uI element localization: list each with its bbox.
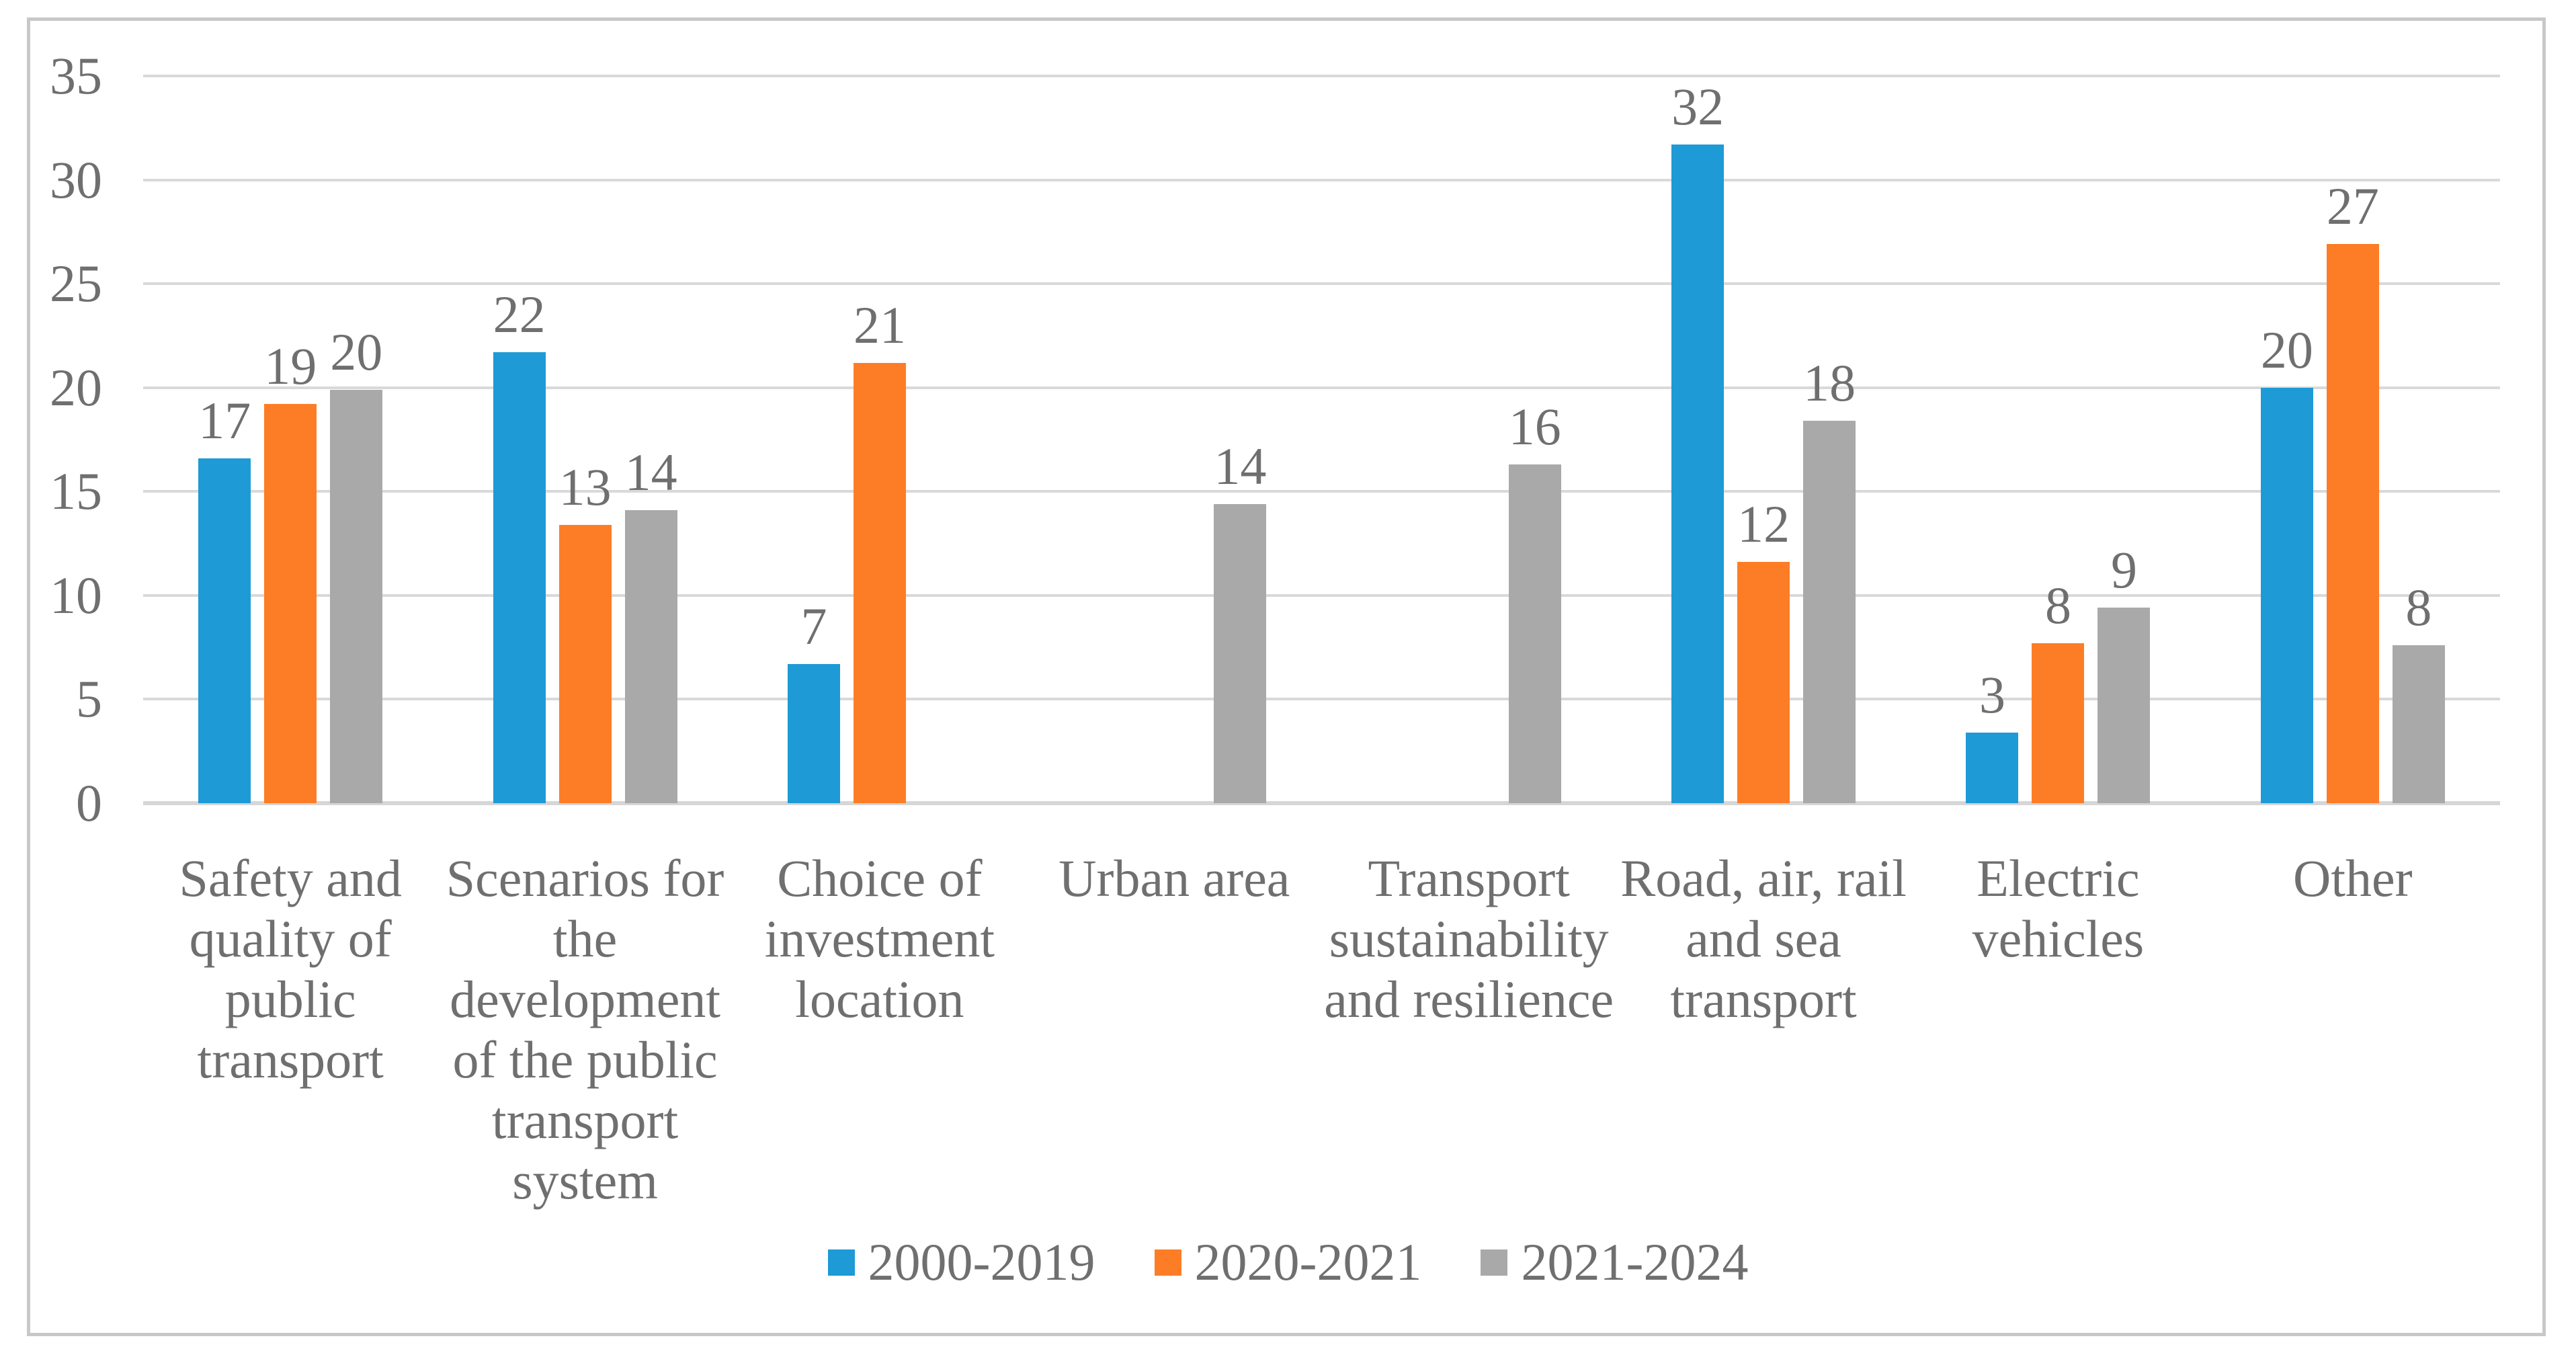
bar-2000-2019-category-6 [1671, 145, 1725, 803]
bar-2020-2021-category-2 [558, 524, 612, 803]
y-axis-tick-35: 35 [50, 46, 102, 105]
category-label-3: Choice of investment location [764, 849, 995, 1028]
bar-2000-2019-category-7 [1966, 732, 2019, 803]
gridline-35 [143, 75, 2500, 77]
category-label-4: Urban area [1058, 849, 1290, 907]
bar-2020-2021-category-6 [1737, 562, 1790, 803]
data-label-2000-2019-category-3: 7 [800, 596, 827, 655]
category-label-2: Scenarios for the development of the pub… [446, 849, 724, 1210]
data-label-2020-2021-category-8: 27 [2326, 177, 2379, 236]
legend-label: 2020-2021 [1194, 1233, 1422, 1291]
data-label-2021-2024-category-1: 20 [330, 322, 383, 381]
y-axis-tick-10: 10 [50, 565, 102, 624]
legend-swatch-icon [1154, 1249, 1181, 1276]
bar-2000-2019-category-2 [493, 352, 546, 803]
legend: 2000-2019 2020-2021 2021-2024 [0, 1234, 2576, 1290]
data-label-2000-2019-category-6: 32 [1671, 77, 1725, 136]
bar-2021-2024-category-1 [330, 389, 383, 803]
bar-2021-2024-category-7 [2097, 608, 2151, 803]
data-label-2020-2021-category-2: 13 [558, 457, 612, 516]
gridline-10 [143, 593, 2500, 597]
legend-item-2020-2021: 2020-2021 [1154, 1233, 1422, 1291]
legend-item-2000-2019: 2000-2019 [827, 1233, 1095, 1291]
y-axis-tick-20: 20 [50, 358, 102, 417]
legend-label: 2000-2019 [868, 1233, 1095, 1291]
data-label-2000-2019-category-1: 17 [198, 391, 251, 450]
data-label-2021-2024-category-4: 14 [1214, 436, 1267, 495]
bar-2020-2021-category-3 [853, 362, 906, 803]
legend-swatch-icon [827, 1249, 855, 1276]
gridline-25 [143, 282, 2500, 286]
gridline-5 [143, 698, 2500, 701]
category-label-7: Electric vehicles [1972, 849, 2145, 968]
bar-2021-2024-category-5 [1508, 464, 1561, 803]
bar-2020-2021-category-1 [264, 404, 317, 803]
data-label-2020-2021-category-7: 8 [2044, 575, 2071, 634]
legend-item-2021-2024: 2021-2024 [1481, 1234, 1748, 1290]
y-axis-tick-5: 5 [76, 669, 102, 729]
data-label-2021-2024-category-5: 16 [1508, 397, 1561, 456]
y-axis-tick-15: 15 [50, 462, 102, 521]
data-label-2020-2021-category-3: 21 [853, 295, 906, 354]
bar-2020-2021-category-7 [2032, 643, 2085, 803]
bar-2021-2024-category-6 [1803, 421, 1856, 803]
data-label-2021-2024-category-7: 9 [2110, 540, 2137, 600]
gridline-30 [143, 178, 2500, 181]
category-label-5: Transport sustainability and resilience [1324, 849, 1614, 1028]
data-label-2020-2021-category-1: 19 [264, 337, 317, 396]
bar-2021-2024-category-4 [1214, 503, 1267, 803]
gridline-0 [143, 801, 2500, 805]
data-label-2021-2024-category-8: 8 [2405, 578, 2432, 637]
category-label-6: Road, air, rail and sea transport [1620, 849, 1907, 1028]
bar-2021-2024-category-2 [624, 510, 677, 803]
legend-label: 2021-2024 [1521, 1233, 1749, 1291]
category-label-1: Safety and quality of public transport [179, 849, 402, 1089]
y-axis-tick-0: 0 [76, 774, 102, 832]
gridline-20 [143, 386, 2500, 389]
gridline-15 [143, 490, 2500, 493]
data-label-2000-2019-category-2: 22 [493, 285, 546, 344]
data-label-2021-2024-category-2: 14 [624, 443, 677, 502]
bar-2000-2019-category-8 [2260, 387, 2313, 803]
data-label-2020-2021-category-6: 12 [1737, 495, 1790, 554]
data-label-2000-2019-category-7: 3 [1979, 665, 2005, 724]
legend-swatch-icon [1481, 1249, 1508, 1276]
bar-2021-2024-category-8 [2392, 645, 2445, 803]
y-axis-tick-30: 30 [50, 150, 102, 209]
category-label-8: Other [2293, 849, 2413, 907]
y-axis-tick-25: 25 [50, 254, 102, 313]
data-label-2000-2019-category-8: 20 [2260, 320, 2313, 379]
chart-frame [27, 17, 2546, 1336]
bar-2000-2019-category-1 [198, 458, 251, 803]
data-label-2021-2024-category-6: 18 [1803, 354, 1856, 413]
bar-2020-2021-category-8 [2326, 244, 2379, 803]
bar-2000-2019-category-3 [787, 663, 840, 803]
